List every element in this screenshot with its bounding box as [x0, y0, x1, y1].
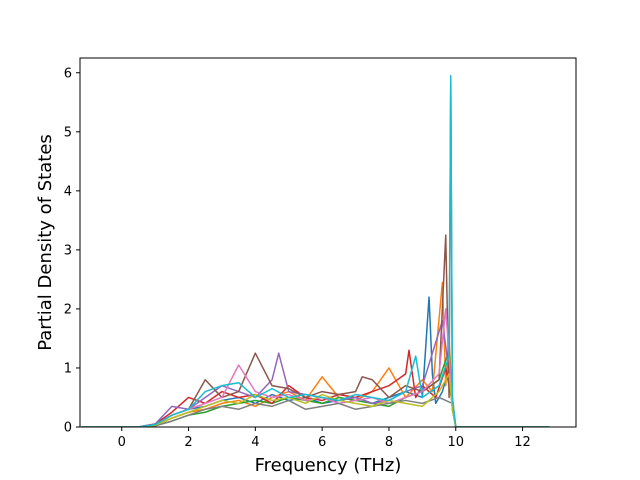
y-axis-label: Partial Density of States [35, 134, 56, 351]
series-layer [81, 74, 550, 427]
x-tick-label: 0 [118, 435, 126, 450]
y-tick-label: 6 [64, 66, 72, 81]
x-tick-label: 4 [251, 435, 259, 450]
x-tick-label: 2 [184, 435, 192, 450]
plot-frame [79, 57, 577, 428]
x-tick-label: 6 [318, 435, 326, 450]
x-axis: 0 2 4 6 8 10 12 [118, 427, 531, 450]
y-tick-label: 4 [64, 184, 72, 199]
x-tick-label: 10 [447, 435, 464, 450]
x-axis-label: Frequency (THz) [255, 455, 402, 476]
x-tick-label: 8 [385, 435, 393, 450]
y-tick-label: 3 [64, 243, 72, 258]
series-line-10 [81, 74, 550, 427]
series-line-9 [81, 373, 550, 427]
y-tick-label: 5 [64, 125, 72, 140]
x-tick-label: 12 [514, 435, 531, 450]
y-axis: 0 1 2 3 4 5 6 [64, 66, 80, 436]
y-tick-label: 2 [64, 302, 72, 317]
y-tick-label: 0 [64, 421, 72, 436]
y-tick-label: 1 [64, 361, 72, 376]
